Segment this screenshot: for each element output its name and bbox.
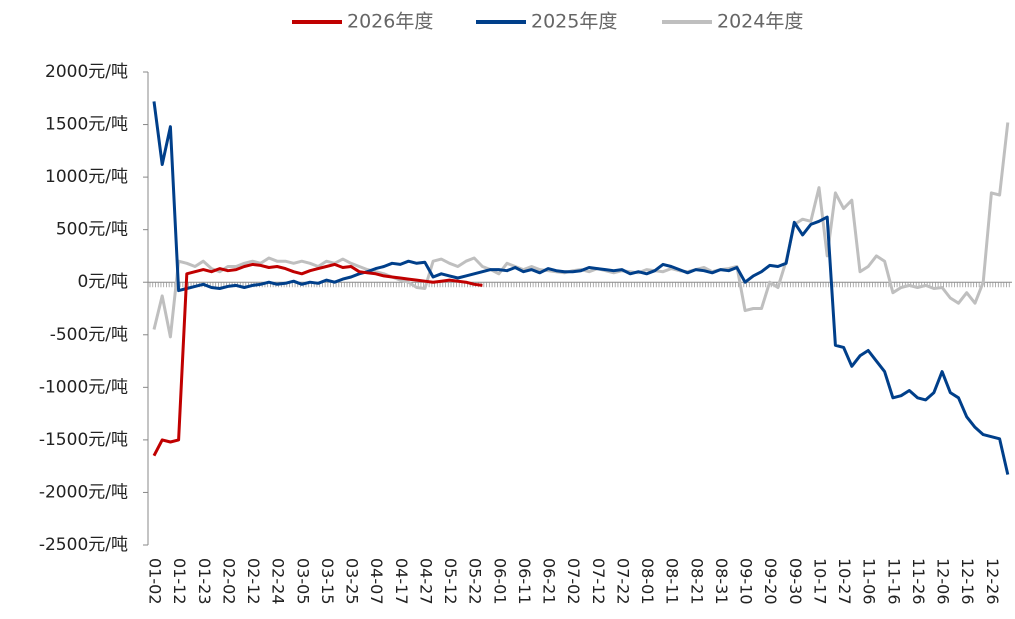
x-tick-label: 07-12 <box>589 558 608 605</box>
y-tick-label: 500元/吨 <box>56 220 128 240</box>
x-tick-label: 04-07 <box>367 558 386 605</box>
x-tick-label: 10-17 <box>810 558 829 605</box>
x-tick-label: 01-02 <box>146 558 165 605</box>
x-tick-label: 02-12 <box>244 558 263 605</box>
x-tick-label: 08-31 <box>712 558 731 605</box>
x-tick-label: 07-02 <box>564 558 583 605</box>
x-tick-label: 09-20 <box>761 558 780 605</box>
y-tick-label: 1000元/吨 <box>45 167 128 187</box>
y-tick-label: -2500元/吨 <box>39 535 128 555</box>
y-tick-label: -1500元/吨 <box>39 430 128 450</box>
y-tick-label: -500元/吨 <box>50 325 128 345</box>
legend-label: 2024年度 <box>717 11 803 33</box>
x-tick-label: 05-12 <box>441 558 460 605</box>
x-tick-label: 10-27 <box>835 558 854 605</box>
y-tick-label: 1500元/吨 <box>45 115 128 135</box>
x-tick-label: 12-26 <box>983 558 1002 605</box>
x-tick-label: 01-12 <box>170 558 189 605</box>
x-tick-label: 04-27 <box>416 558 435 605</box>
x-tick-label: 11-16 <box>884 558 903 605</box>
x-tick-label: 12-16 <box>958 558 977 605</box>
x-tick-label: 03-05 <box>293 558 312 605</box>
x-tick-label: 03-15 <box>318 558 337 605</box>
x-tick-label: 12-06 <box>934 558 953 605</box>
x-tick-label: 05-22 <box>466 558 485 605</box>
y-tick-label: -2000元/吨 <box>39 482 128 502</box>
series-line <box>152 122 1010 339</box>
x-tick-label: 06-11 <box>515 558 534 605</box>
x-tick-label: 02-02 <box>219 558 238 605</box>
x-tick-label: 08-11 <box>663 558 682 605</box>
x-tick-label: 09-30 <box>786 558 805 605</box>
x-tick-label: 08-21 <box>687 558 706 605</box>
x-tick-label: 04-17 <box>392 558 411 605</box>
x-tick-label: 07-22 <box>613 558 632 605</box>
x-tick-label: 06-21 <box>540 558 559 605</box>
x-tick-label: 08-01 <box>638 558 657 605</box>
x-tick-label: 06-01 <box>490 558 509 605</box>
series-line <box>152 101 1010 475</box>
y-tick-label: 0元/吨 <box>77 272 128 292</box>
y-tick-label: 2000元/吨 <box>45 62 128 82</box>
x-tick-label: 11-26 <box>909 558 928 605</box>
legend-label: 2026年度 <box>347 11 433 33</box>
x-tick-label: 09-10 <box>737 558 756 605</box>
x-tick-label: 02-24 <box>269 558 288 605</box>
legend-label: 2025年度 <box>531 11 617 33</box>
series-line <box>152 262 483 457</box>
x-tick-label: 01-23 <box>195 558 214 605</box>
y-tick-label: -1000元/吨 <box>39 377 128 397</box>
x-tick-label: 03-25 <box>343 558 362 605</box>
x-tick-label: 11-06 <box>860 558 879 605</box>
